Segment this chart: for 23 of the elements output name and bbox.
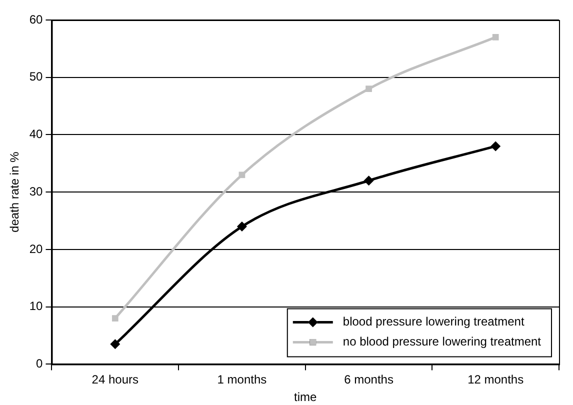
x-tick-label: 1 months	[217, 372, 267, 387]
y-tick-label: 20	[29, 242, 44, 256]
y-tick-label: 60	[29, 12, 44, 26]
point	[110, 339, 120, 350]
point	[112, 315, 118, 322]
legend-label: no blood pressure lowering treatment	[342, 334, 542, 349]
point	[364, 176, 374, 186]
y-tick-label: 0	[36, 356, 44, 371]
legend-label: blood pressure lowering treatment	[342, 314, 525, 329]
y-tick-label: 40	[29, 127, 44, 142]
x-tick-label: 6 months	[344, 372, 394, 387]
y-tick-label: 10	[29, 299, 44, 314]
x-axis-title: time	[294, 390, 318, 404]
y-tick-label: 50	[29, 70, 44, 84]
x-tick-label: 24 hours	[92, 372, 139, 387]
point	[492, 34, 499, 40]
point	[238, 172, 246, 178]
point	[236, 222, 247, 232]
y-axis-title: death rate in %	[8, 151, 22, 232]
point	[490, 141, 501, 152]
y-tick-label: 30	[29, 184, 44, 198]
x-tick-label: 12 months	[468, 372, 524, 387]
point	[366, 86, 372, 92]
